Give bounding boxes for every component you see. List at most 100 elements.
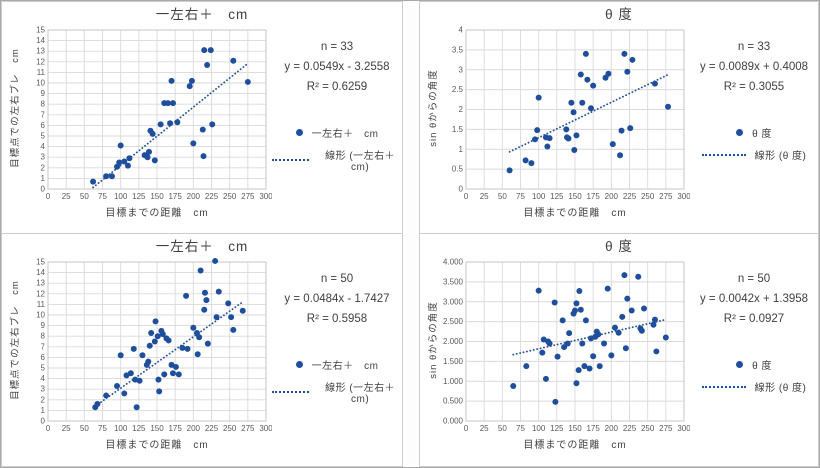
svg-text:0: 0 bbox=[464, 424, 469, 433]
svg-text:125: 125 bbox=[550, 424, 564, 433]
svg-text:250: 250 bbox=[223, 192, 237, 201]
svg-text:9: 9 bbox=[41, 321, 46, 330]
r-squared: R² = 0.6259 bbox=[306, 81, 368, 94]
svg-text:10: 10 bbox=[36, 311, 45, 320]
r-squared: R² = 0.5958 bbox=[306, 313, 368, 326]
legend[interactable]: 一左右＋ cm 線形 (一左右＋ cm) bbox=[272, 357, 402, 405]
chart-panel-left-right-n33[interactable]: 一左右＋ cm 目標点での左右ブレ cm 0 25 50 75 100 125 150 175… bbox=[1, 1, 403, 234]
stats-and-legend: n = 33 y = 0.0549x - 3.2558 R² = 0.6259 … bbox=[272, 25, 402, 221]
svg-text:1.5: 1.5 bbox=[452, 125, 464, 134]
svg-text:200: 200 bbox=[605, 424, 619, 433]
legend-item-trendline: 線形 (一左右＋ cm) bbox=[272, 379, 402, 405]
trendline-marker-icon bbox=[272, 159, 310, 162]
svg-text:175: 175 bbox=[168, 192, 182, 201]
svg-text:1.000: 1.000 bbox=[443, 377, 464, 386]
y-axis-label: 目標点での左右ブレ cm bbox=[10, 47, 22, 168]
svg-text:2: 2 bbox=[41, 395, 46, 404]
svg-text:300: 300 bbox=[677, 424, 690, 433]
svg-text:0: 0 bbox=[46, 424, 51, 433]
svg-text:0: 0 bbox=[464, 192, 469, 201]
scatter-plot: 0 25 50 75 100 125 150 175 200 225 250 275 300 0.000 0… bbox=[443, 258, 690, 452]
svg-text:目標までの距離 cm: 目標までの距離 cm bbox=[523, 438, 626, 451]
svg-text:目標までの距離 cm: 目標までの距離 cm bbox=[105, 438, 208, 451]
svg-text:0: 0 bbox=[46, 192, 51, 201]
svg-text:50: 50 bbox=[80, 192, 89, 201]
svg-text:4.000: 4.000 bbox=[443, 258, 464, 267]
chart-title: θ 度 bbox=[605, 7, 633, 22]
stats-and-legend: n = 33 y = 0.0089x + 0.4008 R² = 0.3055 … bbox=[690, 25, 818, 221]
svg-text:25: 25 bbox=[480, 192, 489, 201]
svg-text:5: 5 bbox=[41, 364, 46, 373]
r-squared: R² = 0.3055 bbox=[723, 81, 785, 94]
chart-panel-theta-n50[interactable]: θ 度 sin θからの角度 0 25 50 75 100 125 150 175 200 225… bbox=[419, 234, 819, 467]
svg-text:100: 100 bbox=[114, 424, 128, 433]
svg-text:125: 125 bbox=[550, 192, 564, 201]
legend[interactable]: 一左右＋ cm 線形 (一左右＋ cm) bbox=[272, 125, 402, 173]
svg-text:25: 25 bbox=[480, 424, 489, 433]
svg-text:150: 150 bbox=[568, 424, 582, 433]
svg-text:0: 0 bbox=[459, 185, 464, 194]
svg-text:2.500: 2.500 bbox=[443, 317, 464, 326]
svg-text:0.000: 0.000 bbox=[443, 417, 464, 426]
trendline-marker-icon bbox=[272, 391, 310, 394]
svg-text:目標までの距離 cm: 目標までの距離 cm bbox=[523, 206, 626, 219]
legend-item-series: θ 度 bbox=[736, 125, 772, 140]
svg-text:225: 225 bbox=[205, 424, 219, 433]
scatter-plot: 0 25 50 75 100 125 150 175 200 225 250 275 300012345… bbox=[36, 26, 272, 220]
svg-text:300: 300 bbox=[259, 192, 272, 201]
svg-text:250: 250 bbox=[641, 192, 655, 201]
svg-text:10: 10 bbox=[36, 79, 45, 88]
y-axis-label: sin θからの角度 bbox=[428, 68, 440, 147]
svg-text:目標までの距離 cm: 目標までの距離 cm bbox=[105, 206, 208, 219]
chart-panel-theta-n33[interactable]: θ 度 sin θからの角度 0 25 50 75 100 125 150 175 200 225… bbox=[419, 1, 819, 234]
svg-text:12: 12 bbox=[36, 57, 45, 66]
trendline-marker-icon bbox=[701, 385, 746, 388]
svg-text:0.5: 0.5 bbox=[452, 165, 464, 174]
svg-text:3: 3 bbox=[41, 385, 46, 394]
svg-text:3.000: 3.000 bbox=[443, 297, 464, 306]
stats-and-legend: n = 50 y = 0.0042x + 1.3958 R² = 0.0927 … bbox=[690, 257, 818, 453]
svg-text:100: 100 bbox=[532, 192, 546, 201]
series-marker-icon bbox=[295, 361, 303, 369]
trend-equation: y = 0.0549x - 3.2558 bbox=[284, 61, 390, 74]
sample-size: n = 33 bbox=[737, 41, 771, 53]
svg-text:5: 5 bbox=[41, 132, 46, 141]
svg-text:225: 225 bbox=[623, 192, 637, 201]
chart-title: 一左右＋ cm bbox=[155, 239, 249, 254]
svg-text:3: 3 bbox=[41, 153, 46, 162]
svg-text:150: 150 bbox=[150, 424, 164, 433]
r-squared: R² = 0.0927 bbox=[723, 313, 785, 326]
svg-text:1: 1 bbox=[41, 406, 46, 415]
svg-text:4: 4 bbox=[41, 142, 46, 151]
legend-item-series: θ 度 bbox=[736, 357, 772, 372]
legend-item-series: 一左右＋ cm bbox=[295, 125, 379, 140]
chart-panel-left-right-n50[interactable]: 一左右＋ cm 目標点での左右ブレ cm 0 25 50 75 100 125 150 175… bbox=[1, 234, 403, 467]
svg-text:4: 4 bbox=[459, 26, 464, 35]
legend-item-trendline: 線形 (一左右＋ cm) bbox=[272, 147, 402, 173]
svg-text:250: 250 bbox=[641, 424, 655, 433]
svg-text:15: 15 bbox=[36, 26, 45, 35]
svg-text:0: 0 bbox=[41, 417, 46, 426]
trend-equation: y = 0.0042x + 1.3958 bbox=[699, 293, 809, 306]
svg-text:6: 6 bbox=[41, 353, 46, 362]
legend-item-trendline: 線形 (θ 度) bbox=[701, 379, 807, 394]
scatter-plot: 0 25 50 75 100 125 150 175 200 225 250 275 300 0 0.5 1 1… bbox=[452, 26, 690, 220]
svg-text:25: 25 bbox=[62, 424, 71, 433]
svg-text:7: 7 bbox=[41, 342, 46, 351]
svg-text:13: 13 bbox=[36, 47, 45, 56]
svg-text:200: 200 bbox=[187, 424, 201, 433]
svg-text:75: 75 bbox=[516, 192, 525, 201]
legend[interactable]: θ 度 線形 (θ 度) bbox=[690, 357, 818, 394]
legend-item-series: 一左右＋ cm bbox=[295, 357, 379, 372]
svg-text:3.500: 3.500 bbox=[443, 277, 464, 286]
svg-text:13: 13 bbox=[36, 279, 45, 288]
svg-text:200: 200 bbox=[187, 192, 201, 201]
svg-text:0.500: 0.500 bbox=[443, 397, 464, 406]
svg-text:225: 225 bbox=[205, 192, 219, 201]
trend-equation: y = 0.0089x + 0.4008 bbox=[699, 61, 809, 74]
svg-text:6: 6 bbox=[41, 121, 46, 130]
chart-title: 一左右＋ cm bbox=[155, 7, 249, 22]
svg-text:225: 225 bbox=[623, 424, 637, 433]
svg-text:100: 100 bbox=[114, 192, 128, 201]
legend[interactable]: θ 度 線形 (θ 度) bbox=[690, 125, 818, 162]
